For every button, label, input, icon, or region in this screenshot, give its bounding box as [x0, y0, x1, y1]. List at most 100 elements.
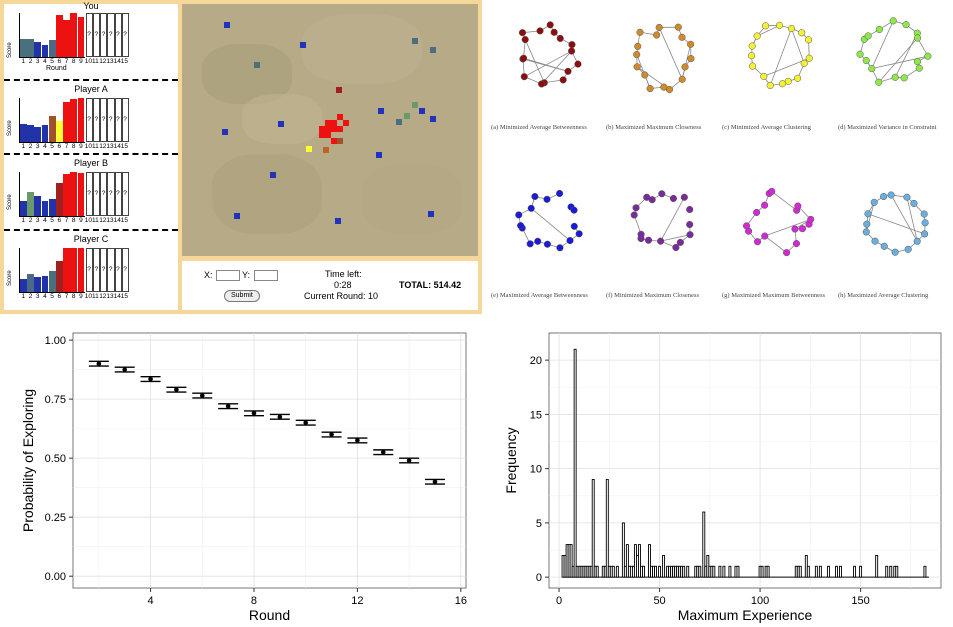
- network-edge: [636, 54, 651, 89]
- map-cell[interactable]: [412, 38, 418, 44]
- round-tick: 4: [43, 143, 47, 150]
- round-tick: 15: [120, 143, 129, 150]
- resource-map[interactable]: [182, 4, 478, 256]
- unknown-score-box: [121, 172, 129, 216]
- map-cell[interactable]: [396, 119, 402, 125]
- data-point: [355, 438, 360, 443]
- map-cell[interactable]: [419, 108, 425, 114]
- map-cell[interactable]: [325, 126, 331, 132]
- score-bar: [77, 17, 85, 57]
- histogram-bar: [662, 554, 666, 578]
- network-node: [924, 52, 932, 60]
- map-cell[interactable]: [331, 126, 337, 132]
- y-axis-label: Probability of Exploring: [20, 389, 36, 532]
- network-caption: (h) Maximized Average Clustering: [838, 292, 929, 299]
- histogram-bar: [605, 479, 609, 578]
- unknown-score-box: [114, 172, 122, 216]
- map-cell[interactable]: [430, 47, 436, 53]
- score-axis-label: Score: [7, 270, 13, 286]
- map-cell[interactable]: [343, 120, 349, 126]
- network-edge: [530, 208, 571, 241]
- y-input[interactable]: [254, 270, 278, 281]
- network-node: [783, 249, 791, 257]
- histogram-bar: [766, 565, 770, 578]
- network-edge: [871, 20, 894, 69]
- score-baseline: [19, 216, 85, 217]
- network-node: [915, 64, 923, 72]
- histogram-bar: [798, 565, 802, 578]
- map-cell[interactable]: [234, 213, 240, 219]
- histogram-bar: [895, 565, 899, 578]
- network-node: [687, 55, 695, 63]
- map-cell[interactable]: [378, 108, 384, 114]
- map-cell[interactable]: [428, 211, 434, 217]
- unknown-mark: ?: [116, 31, 120, 38]
- unknown-mark: ?: [108, 31, 113, 38]
- round-tick: 4: [43, 58, 47, 65]
- network-node: [862, 228, 870, 236]
- unknown-mark: ?: [101, 31, 106, 38]
- map-cell[interactable]: [325, 120, 331, 126]
- network-node: [520, 54, 528, 62]
- round-tick: 10: [84, 293, 93, 300]
- submit-button[interactable]: Submit: [224, 290, 260, 302]
- map-cell[interactable]: [336, 87, 342, 93]
- map-cell[interactable]: [412, 102, 418, 108]
- map-cell[interactable]: [254, 62, 260, 68]
- unknown-mark: ?: [116, 266, 120, 273]
- map-cell[interactable]: [376, 152, 382, 158]
- round-tick: 14: [113, 217, 121, 224]
- round-tick: 13: [106, 293, 114, 300]
- score-bar: [70, 98, 78, 142]
- network-node: [550, 28, 558, 36]
- map-cell[interactable]: [337, 126, 343, 132]
- network-edge: [681, 44, 691, 80]
- x-tick-label: 16: [455, 595, 467, 607]
- unknown-mark: ?: [101, 266, 106, 273]
- map-cell[interactable]: [319, 132, 325, 138]
- histogram-bar: [818, 565, 822, 578]
- map-cell[interactable]: [323, 147, 329, 153]
- histogram-bar: [573, 348, 577, 578]
- score-axis: [19, 13, 20, 57]
- map-cell[interactable]: [337, 114, 343, 120]
- score-bar: [41, 44, 49, 57]
- data-point: [96, 361, 102, 366]
- network-node: [753, 208, 761, 217]
- x-axis-label: Maximum Experience: [678, 607, 813, 623]
- round-tick: 6: [57, 143, 62, 150]
- network-node: [805, 36, 813, 44]
- score-bar: [20, 201, 27, 216]
- score-bar: [70, 248, 78, 292]
- map-cell[interactable]: [331, 138, 337, 144]
- map-cell[interactable]: [224, 22, 230, 28]
- round-tick: 9: [79, 293, 83, 300]
- network-node: [862, 56, 870, 65]
- map-cell[interactable]: [278, 121, 284, 127]
- player-name: You: [83, 1, 99, 11]
- y-axis-label: Frequency: [503, 427, 519, 493]
- x-input[interactable]: [216, 270, 240, 281]
- map-cell[interactable]: [270, 172, 276, 178]
- score-axis: [19, 248, 20, 292]
- map-cell[interactable]: [430, 116, 436, 122]
- map-cell[interactable]: [300, 42, 306, 48]
- network-edge: [769, 28, 792, 86]
- map-cell[interactable]: [331, 120, 337, 126]
- data-point: [174, 387, 179, 392]
- map-cell[interactable]: [325, 132, 331, 138]
- network-node: [805, 54, 813, 62]
- map-cell[interactable]: [335, 218, 341, 224]
- unknown-mark: ?: [123, 266, 127, 273]
- round-tick: 14: [113, 143, 121, 150]
- map-cell[interactable]: [222, 129, 228, 135]
- round-tick: 2: [28, 58, 33, 65]
- map-cell[interactable]: [319, 126, 325, 132]
- map-cell[interactable]: [337, 138, 343, 144]
- histogram-bar: [698, 565, 702, 578]
- map-cell[interactable]: [404, 113, 410, 119]
- unknown-score-box: [114, 248, 122, 292]
- map-cell[interactable]: [306, 146, 312, 152]
- histogram-bar: [615, 565, 619, 578]
- player-block: Player C Score?????? 1 2 3 4 5 6 7 8 9 10 11 12 13 14 15: [4, 232, 178, 308]
